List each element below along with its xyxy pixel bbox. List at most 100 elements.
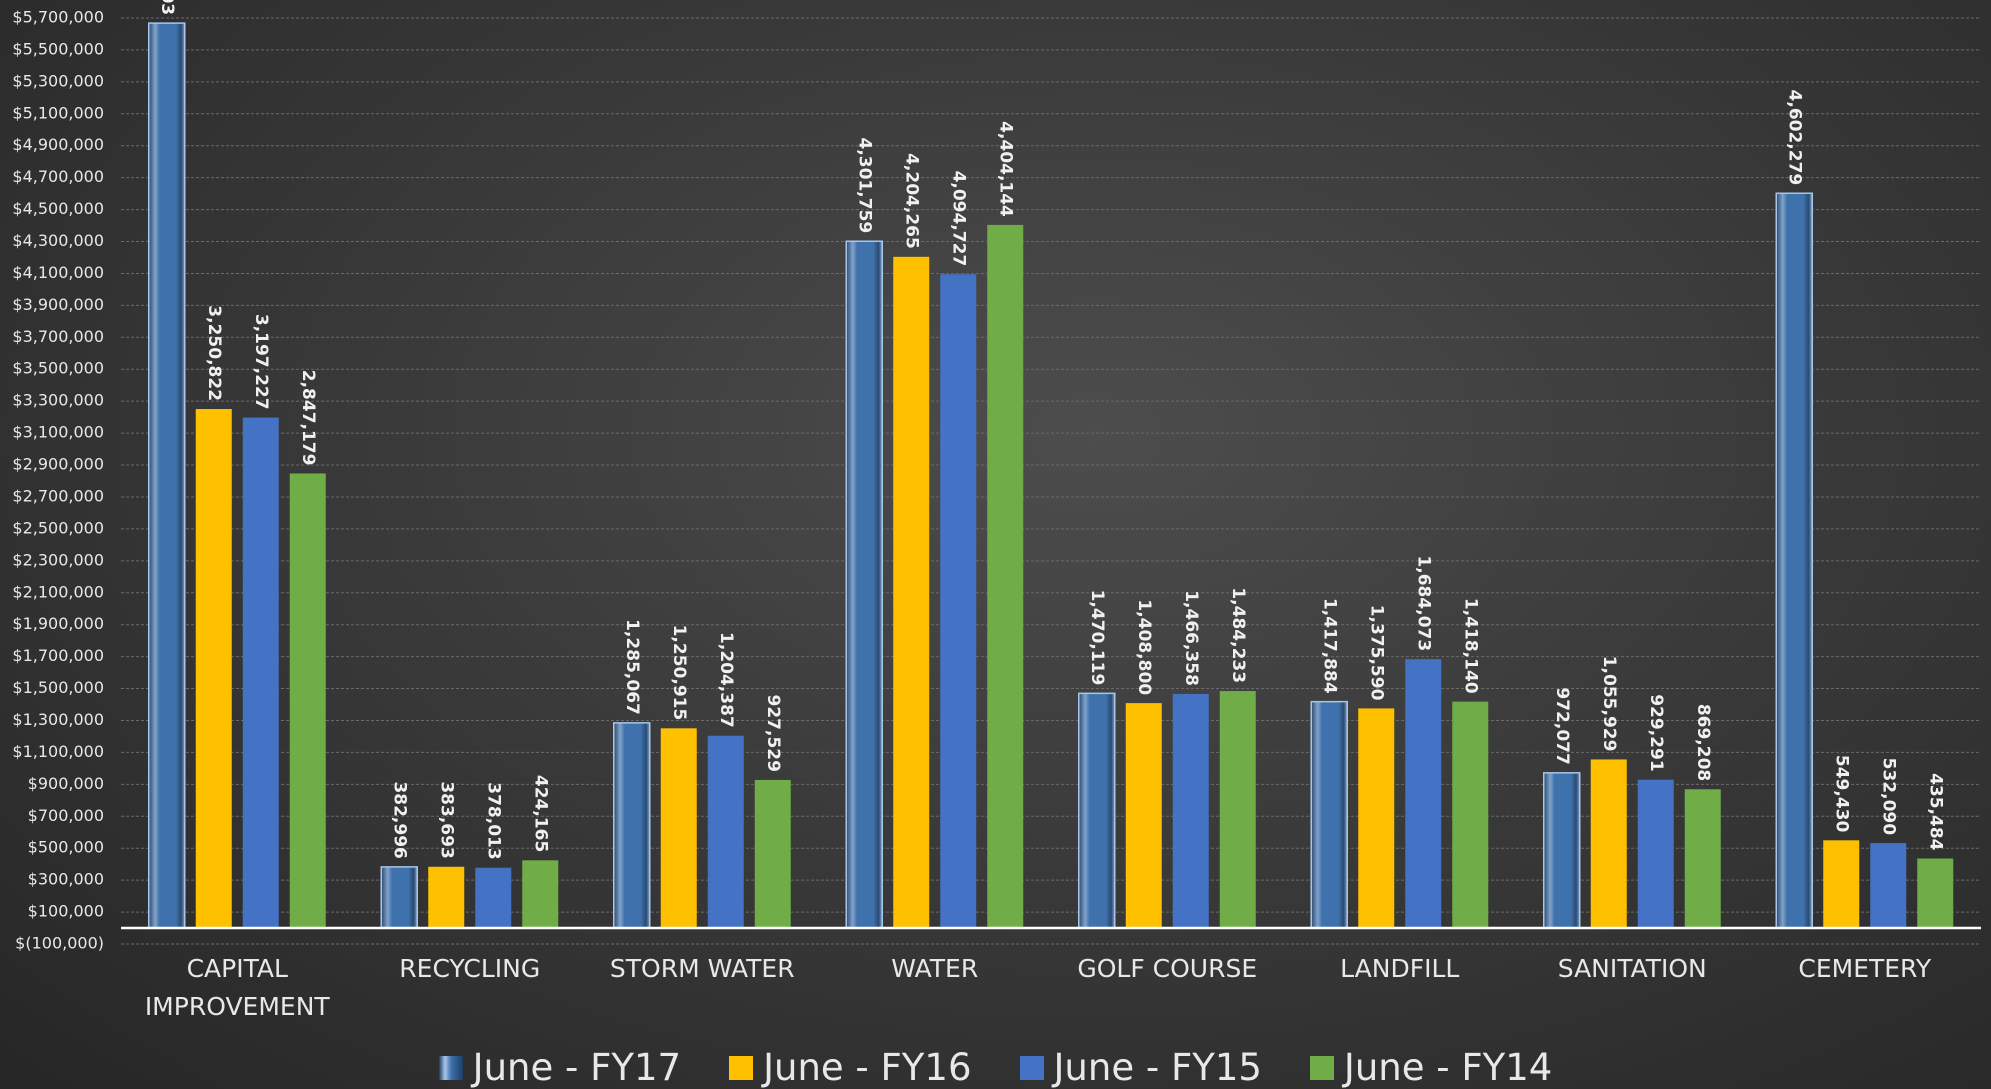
- y-tick-label: $2,900,000: [12, 455, 104, 474]
- value-label: 972,077: [1552, 687, 1572, 764]
- y-tick-label: $5,700,000: [12, 8, 104, 27]
- value-label: 1,684,073: [1413, 555, 1433, 651]
- legend-swatch: [438, 1055, 463, 1080]
- bar: [1452, 701, 1489, 929]
- value-label: 4,301,759: [854, 138, 874, 234]
- value-label: 1,418,140: [1460, 598, 1480, 694]
- bar: [1219, 691, 1256, 929]
- y-tick-label: $700,000: [28, 806, 104, 825]
- y-tick-label: $500,000: [28, 838, 104, 857]
- value-label: 383,693: [436, 781, 456, 858]
- y-tick-label: $4,500,000: [12, 199, 104, 218]
- legend-label: June - FY17: [472, 1046, 682, 1089]
- y-tick-label: $2,300,000: [12, 550, 104, 569]
- y-tick-label: $1,300,000: [12, 710, 104, 729]
- bar: [1590, 759, 1627, 929]
- bar-bevel: [1310, 700, 1348, 929]
- y-tick-label: $900,000: [28, 774, 104, 793]
- legend-swatch: [1019, 1055, 1044, 1080]
- value-label: 4,602,279: [1784, 90, 1804, 186]
- y-tick-label: $2,500,000: [12, 518, 104, 537]
- x-tick-label: WATER: [891, 954, 979, 983]
- legend: June - FY17 June - FY16 June - FY15 June - …: [0, 1046, 1991, 1089]
- bar-bevel: [613, 722, 651, 929]
- value-label: 927,529: [763, 695, 783, 772]
- value-label: 1,408,800: [1134, 599, 1154, 695]
- value-label: 4,094,727: [948, 171, 968, 267]
- value-label: 1,285,067: [622, 619, 642, 715]
- value-label: 1,470,119: [1087, 590, 1107, 686]
- y-tick-label: $1,900,000: [12, 614, 104, 633]
- bar: [195, 409, 232, 929]
- value-label: 382,996: [389, 781, 409, 858]
- y-tick-label: $4,700,000: [12, 167, 104, 186]
- bar-bevel: [380, 866, 418, 929]
- legend-label: June - FY16: [763, 1046, 972, 1089]
- bar: [1684, 789, 1721, 929]
- y-tick-label: $3,900,000: [12, 295, 104, 314]
- y-tick-label: $3,100,000: [12, 423, 104, 442]
- bar-bevel: [845, 240, 883, 929]
- y-tick-label: $4,100,000: [12, 263, 104, 282]
- y-tick-label: $2,100,000: [12, 582, 104, 601]
- value-label: 929,291: [1646, 694, 1666, 771]
- bar: [1637, 779, 1674, 929]
- bar: [1172, 693, 1209, 929]
- bar-bevel: [1543, 772, 1581, 929]
- x-tick-label: GOLF COURSE: [1077, 954, 1258, 983]
- value-label: 1,484,233: [1228, 587, 1248, 683]
- value-label: 1,466,358: [1181, 590, 1201, 686]
- value-label: 3,250,822: [204, 305, 224, 401]
- y-tick-label: $5,100,000: [12, 103, 104, 122]
- value-label: 1,204,387: [716, 632, 736, 728]
- legend-item: June - FY16: [729, 1046, 972, 1089]
- y-tick-label: $100,000: [28, 902, 104, 921]
- bar: [987, 224, 1024, 929]
- y-tick-label: $4,300,000: [12, 231, 104, 250]
- bar: [1125, 703, 1162, 929]
- y-tick-label: $1,700,000: [12, 646, 104, 665]
- value-label: 532,090: [1878, 758, 1898, 836]
- y-tick-label: $3,300,000: [12, 391, 104, 410]
- value-label: 1,250,915: [669, 625, 689, 721]
- bar: [1917, 858, 1954, 929]
- legend-item: June - FY17: [438, 1046, 682, 1089]
- legend-swatch: [729, 1055, 754, 1080]
- value-label: 1,375,590: [1366, 605, 1386, 701]
- value-label: 3,197,227: [251, 314, 271, 410]
- x-tick-label: STORM WATER: [609, 954, 795, 983]
- bar: [428, 866, 465, 929]
- value-label: 5,668,003: [157, 0, 177, 15]
- legend-swatch: [1309, 1055, 1334, 1080]
- x-tick-label: LANDFILL: [1340, 954, 1460, 983]
- bar-bevel: [148, 22, 186, 929]
- bar: [893, 256, 930, 929]
- y-tick-label: $(100,000): [15, 934, 104, 953]
- legend-label: June - FY14: [1343, 1046, 1553, 1089]
- y-tick-label: $5,300,000: [12, 71, 104, 90]
- value-label: 869,208: [1693, 704, 1713, 781]
- value-label: 435,484: [1925, 773, 1945, 851]
- y-tick-label: $3,700,000: [12, 327, 104, 346]
- legend-item: June - FY15: [1019, 1046, 1262, 1089]
- bar: [1358, 708, 1395, 929]
- bar: [1870, 843, 1907, 929]
- y-tick-label: $1,100,000: [12, 742, 104, 761]
- bar: [1405, 659, 1442, 929]
- bar-bevel: [1078, 692, 1116, 929]
- x-tick-label: RECYCLING: [399, 954, 541, 983]
- value-label: 4,404,144: [995, 121, 1015, 217]
- bar: [707, 735, 744, 929]
- value-label: 1,417,884: [1319, 598, 1339, 694]
- value-label: 378,013: [483, 782, 503, 859]
- x-tick-label: CAPITAL IMPROVEMENT: [144, 954, 330, 1021]
- bar: [289, 473, 326, 929]
- value-label: 1,055,929: [1599, 656, 1619, 752]
- y-tick-label: $300,000: [28, 870, 104, 889]
- y-tick-label: $5,500,000: [12, 39, 104, 58]
- value-label: 424,165: [530, 775, 550, 852]
- bar: [475, 867, 512, 929]
- value-label: 549,430: [1831, 755, 1851, 833]
- y-tick-label: $4,900,000: [12, 135, 104, 154]
